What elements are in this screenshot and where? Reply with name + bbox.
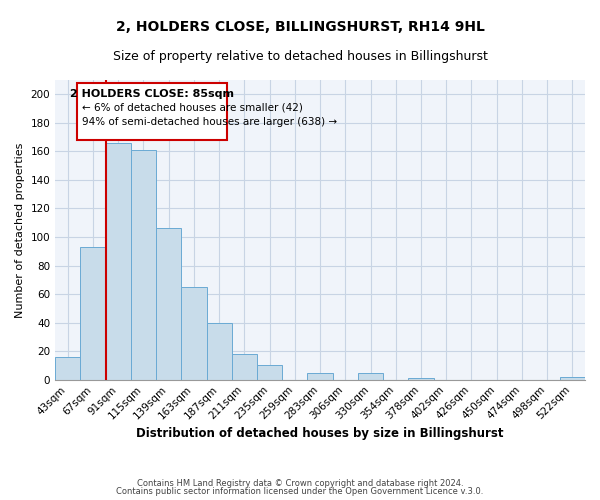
Bar bbox=[156, 228, 181, 380]
Bar bbox=[257, 366, 282, 380]
Bar bbox=[409, 378, 434, 380]
Bar bbox=[77, 83, 227, 140]
Text: 2, HOLDERS CLOSE, BILLINGSHURST, RH14 9HL: 2, HOLDERS CLOSE, BILLINGSHURST, RH14 9H… bbox=[116, 20, 484, 34]
Y-axis label: Number of detached properties: Number of detached properties bbox=[15, 142, 25, 318]
Bar bbox=[560, 377, 585, 380]
Text: Size of property relative to detached houses in Billingshurst: Size of property relative to detached ho… bbox=[113, 50, 487, 63]
Text: 94% of semi-detached houses are larger (638) →: 94% of semi-detached houses are larger (… bbox=[82, 117, 338, 127]
Bar bbox=[80, 247, 106, 380]
Bar bbox=[232, 354, 257, 380]
Bar bbox=[55, 357, 80, 380]
Bar bbox=[206, 322, 232, 380]
Text: Contains public sector information licensed under the Open Government Licence v.: Contains public sector information licen… bbox=[116, 487, 484, 496]
Text: 2 HOLDERS CLOSE: 85sqm: 2 HOLDERS CLOSE: 85sqm bbox=[70, 88, 234, 99]
Text: Contains HM Land Registry data © Crown copyright and database right 2024.: Contains HM Land Registry data © Crown c… bbox=[137, 478, 463, 488]
Bar bbox=[307, 372, 332, 380]
Bar bbox=[106, 143, 131, 380]
Bar bbox=[358, 372, 383, 380]
Text: ← 6% of detached houses are smaller (42): ← 6% of detached houses are smaller (42) bbox=[82, 103, 303, 113]
Bar bbox=[131, 150, 156, 380]
Bar bbox=[181, 287, 206, 380]
X-axis label: Distribution of detached houses by size in Billingshurst: Distribution of detached houses by size … bbox=[136, 427, 504, 440]
